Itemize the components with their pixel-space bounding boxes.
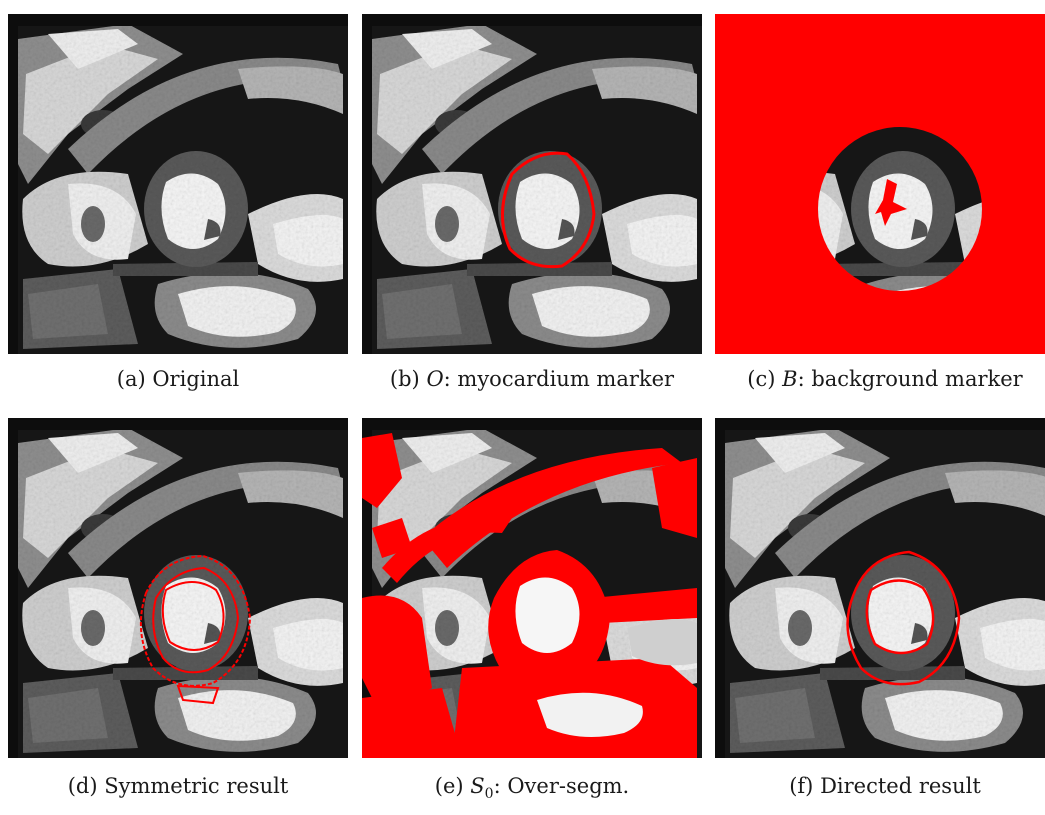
- over-segmentation-regions: [362, 433, 697, 758]
- symmetric-contours: [139, 554, 252, 705]
- panel-original-image: [8, 14, 348, 354]
- background-marker-seed: [875, 179, 907, 226]
- panel-directed-result: [715, 418, 1045, 758]
- caption-b: (b) O: myocardium marker: [389, 367, 675, 391]
- panel-myocardium-marker: [362, 14, 702, 354]
- myocardium-marker-contour: [500, 151, 596, 269]
- caption-c: (c) B: background marker: [747, 367, 1023, 391]
- caption-f: (f) Directed result: [789, 774, 981, 798]
- panel-background-marker: [715, 14, 1045, 354]
- caption-d: (d) Symmetric result: [67, 774, 289, 798]
- directed-contours: [846, 550, 961, 686]
- panel-over-segmentation: [362, 418, 702, 758]
- caption-e: (e) S0: Over-segm.: [434, 774, 630, 803]
- caption-a: (a) Original: [116, 367, 240, 391]
- panel-symmetric-result: [8, 418, 348, 758]
